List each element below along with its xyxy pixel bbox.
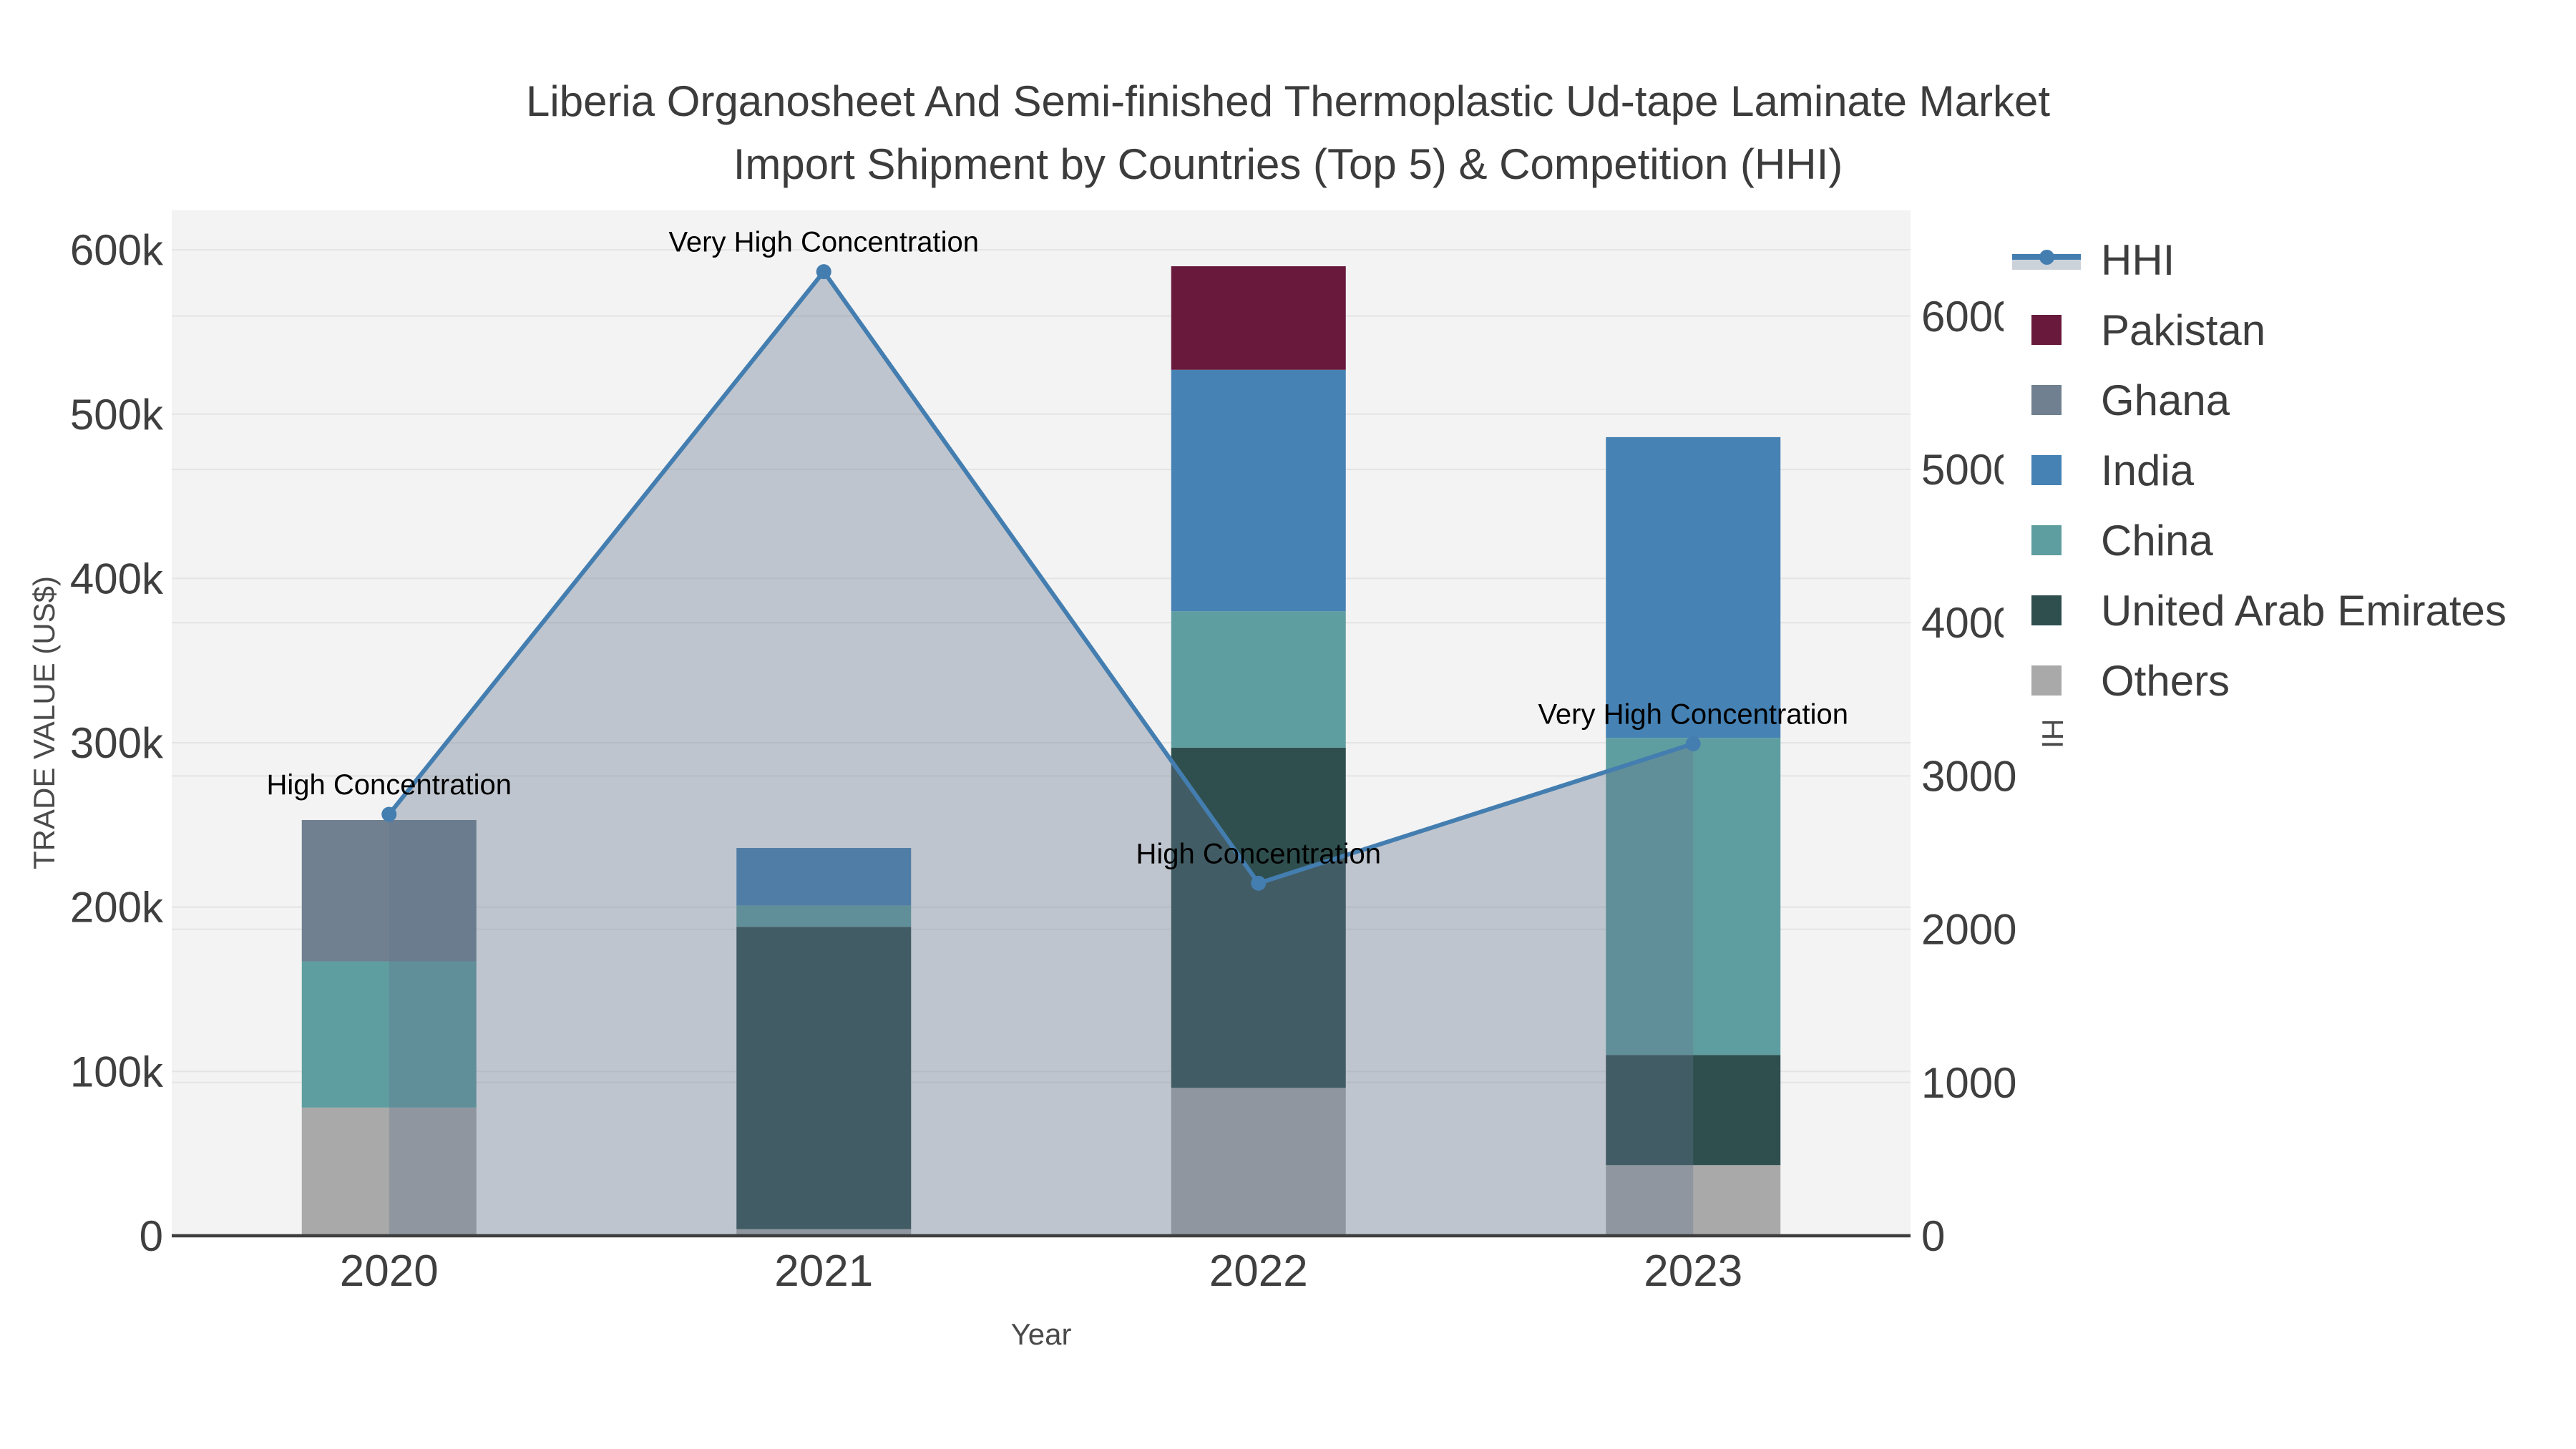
legend-label: Others <box>2101 656 2230 705</box>
hhi-area-fill <box>389 271 1694 1236</box>
y-right-tick-label-2000: 2000 <box>1921 906 2016 954</box>
legend-label: India <box>2101 446 2195 494</box>
y-axis-title-left: TRADE VALUE (US$) <box>27 576 61 869</box>
color-swatch-icon <box>2031 525 2062 555</box>
y-left-tick-label-400k: 400k <box>70 555 164 602</box>
hhi-line-icon <box>2012 245 2081 274</box>
x-tick-label-2020: 2020 <box>340 1246 439 1296</box>
hhi-marker-2021[interactable] <box>816 264 831 280</box>
bar-segment-ghana-2020[interactable] <box>301 819 477 962</box>
legend-line-symbol <box>2009 238 2084 281</box>
chart-title-line1: Liberia Organosheet And Semi-finished Th… <box>526 77 2050 125</box>
y-left-tick-label-100k: 100k <box>70 1048 164 1096</box>
legend-label: Pakistan <box>2101 306 2266 354</box>
bar-segment-others-2023[interactable] <box>1606 1165 1781 1236</box>
color-swatch-icon <box>2031 385 2062 415</box>
y-right-tick-label-3000: 3000 <box>1921 752 2016 800</box>
color-swatch-icon <box>2031 455 2062 485</box>
legend-swatch-united-arab-emirates <box>2009 589 2084 632</box>
hhi-marker-2020[interactable] <box>381 806 397 822</box>
x-tick-label-2021: 2021 <box>774 1246 873 1296</box>
y-right-tick-label-6000: 6000 <box>1921 293 2016 341</box>
bar-segment-others-2022[interactable] <box>1171 1088 1346 1236</box>
y-right-tick-label-4000: 4000 <box>1921 599 2016 647</box>
color-swatch-icon <box>2031 665 2062 696</box>
y-right-tick-label-1000: 1000 <box>1921 1059 2016 1107</box>
bar-segment-pakistan-2022[interactable] <box>1171 266 1346 370</box>
bar-segment-others-2021[interactable] <box>736 1229 912 1236</box>
y-right-tick-label-0: 0 <box>1921 1212 1945 1260</box>
bar-segment-china-2021[interactable] <box>736 905 912 927</box>
legend-item-united-arab-emirates[interactable]: United Arab Emirates <box>2009 575 2507 645</box>
bar-segment-others-2020[interactable] <box>301 1107 477 1236</box>
bar-segment-china-2022[interactable] <box>1171 611 1346 748</box>
legend-label: HHI <box>2101 235 2175 284</box>
hhi-line <box>387 269 1694 886</box>
bar-segment-united-arab-emirates-2021[interactable] <box>736 927 912 1229</box>
legend-swatch-india <box>2009 449 2084 492</box>
color-swatch-icon <box>2031 315 2062 345</box>
color-swatch-icon <box>2031 595 2062 625</box>
hhi-marker-2022[interactable] <box>1251 875 1267 891</box>
bar-segment-united-arab-emirates-2023[interactable] <box>1606 1055 1781 1166</box>
annotation-2022: High Concentration <box>1136 838 1381 869</box>
legend-item-others[interactable]: Others <box>2009 645 2507 716</box>
hhi-marker-2023[interactable] <box>1685 736 1701 751</box>
legend-item-hhi[interactable]: HHI <box>2009 225 2507 295</box>
annotation-2023: Very High Concentration <box>1538 698 1848 730</box>
legend-label: United Arab Emirates <box>2101 586 2507 635</box>
bar-segment-india-2022[interactable] <box>1171 369 1346 612</box>
legend-item-ghana[interactable]: Ghana <box>2009 365 2507 435</box>
y-left-tick-label-200k: 200k <box>70 884 164 932</box>
y-left-tick-label-300k: 300k <box>70 719 164 767</box>
bar-segment-china-2020[interactable] <box>301 961 477 1108</box>
legend-swatch-china <box>2009 519 2084 562</box>
chart-title: Liberia Organosheet And Semi-finished Th… <box>0 70 2576 196</box>
legend-swatch-pakistan <box>2009 308 2084 351</box>
legend-label: Ghana <box>2101 376 2230 424</box>
legend: HHI Pakistan Ghana India China United Arab Em… <box>2004 225 2524 721</box>
legend-swatch-others <box>2009 659 2084 702</box>
bar-segment-india-2023[interactable] <box>1606 436 1781 738</box>
annotation-2021: Very High Concentration <box>668 227 979 258</box>
y-right-tick-label-5000: 5000 <box>1921 446 2016 494</box>
y-left-tick-label-0: 0 <box>140 1212 163 1260</box>
chart-title-line2: Import Shipment by Countries (Top 5) & C… <box>733 140 1843 188</box>
bar-segment-india-2021[interactable] <box>736 848 912 906</box>
y-left-tick-label-600k: 600k <box>70 226 164 274</box>
legend-item-pakistan[interactable]: Pakistan <box>2009 295 2507 365</box>
x-tick-label-2023: 2023 <box>1644 1246 1742 1296</box>
legend-swatch-ghana <box>2009 379 2084 421</box>
annotation-2020: High Concentration <box>267 769 512 801</box>
x-axis-title: Year <box>1010 1317 1072 1351</box>
legend-item-india[interactable]: India <box>2009 435 2507 505</box>
x-tick-label-2022: 2022 <box>1209 1246 1308 1296</box>
y-left-tick-label-500k: 500k <box>70 391 164 439</box>
legend-label: China <box>2101 516 2213 565</box>
bar-segment-china-2023[interactable] <box>1606 738 1781 1055</box>
legend-item-china[interactable]: China <box>2009 505 2507 575</box>
